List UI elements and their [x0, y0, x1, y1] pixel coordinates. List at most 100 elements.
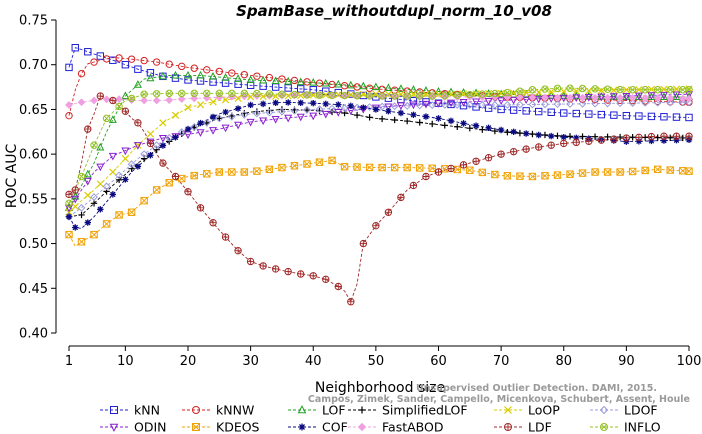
data-point [309, 112, 318, 121]
data-point [635, 112, 643, 120]
data-point [653, 94, 662, 103]
data-point [102, 220, 111, 228]
data-point [77, 98, 86, 107]
data-point [65, 101, 73, 109]
data-point [641, 86, 649, 94]
data-point [297, 85, 305, 93]
data-point [371, 82, 380, 91]
data-point [347, 298, 355, 306]
data-point [403, 163, 411, 172]
data-point [296, 77, 305, 86]
data-point [83, 169, 92, 178]
data-point [303, 160, 311, 168]
data-point [503, 88, 512, 97]
data-point [472, 103, 480, 111]
data-point [559, 94, 568, 103]
data-point [541, 131, 549, 139]
data-point [385, 108, 392, 115]
data-point [360, 104, 367, 111]
series-line-odin [68, 93, 690, 209]
data-point [522, 96, 531, 105]
series-line-ldf [68, 95, 689, 303]
data-point [228, 69, 236, 77]
data-point [359, 81, 368, 90]
data-point [202, 118, 211, 127]
data-point [152, 90, 161, 98]
data-point [441, 92, 449, 100]
data-point [133, 80, 142, 88]
data-point [159, 159, 167, 167]
data-point [422, 90, 430, 98]
data-point [434, 90, 443, 98]
legend-item-inflo: INFLO [590, 420, 661, 434]
data-point [497, 150, 505, 158]
data-point [396, 102, 405, 111]
data-point [572, 91, 581, 100]
data-point [685, 98, 693, 107]
data-point [510, 89, 518, 97]
data-point [165, 133, 174, 142]
data-point [685, 86, 693, 94]
data-point [353, 111, 361, 119]
data-point [584, 94, 593, 102]
data-point [566, 100, 574, 108]
data-point [366, 114, 373, 121]
data-point [315, 105, 324, 114]
data-point [529, 130, 536, 138]
data-point [97, 206, 104, 213]
data-point [228, 89, 236, 98]
data-point [397, 109, 405, 117]
data-point [171, 70, 180, 79]
data-point [197, 119, 204, 127]
data-point [622, 86, 630, 94]
data-point [673, 136, 680, 144]
data-point [516, 87, 524, 95]
data-point [603, 168, 612, 176]
data-point [215, 89, 224, 98]
data-point [384, 83, 393, 92]
data-point [315, 158, 324, 166]
data-point [265, 73, 274, 82]
data-point [222, 108, 229, 116]
data-point [491, 89, 499, 98]
series-markers-inflo [65, 84, 693, 208]
watermark-line-2: Campos, Zimek, Sander, Campello, Micenko… [308, 394, 690, 405]
legend-label: LOF [322, 403, 346, 418]
data-point [554, 132, 561, 140]
data-point [140, 155, 148, 162]
data-point [209, 219, 217, 227]
data-point [497, 89, 505, 97]
data-point [84, 48, 92, 56]
data-point [184, 188, 192, 196]
legend-item-fastabod: FastABOD [348, 420, 444, 434]
data-point [334, 282, 342, 291]
data-point [628, 86, 637, 94]
data-point [84, 125, 92, 133]
data-point [591, 168, 599, 176]
data-point [340, 162, 349, 171]
data-point [209, 98, 217, 106]
data-point [585, 137, 593, 145]
data-point [102, 114, 111, 123]
x-tick-label: 10 [117, 354, 134, 369]
data-point [429, 120, 436, 128]
data-point [635, 85, 643, 94]
data-point [422, 172, 430, 181]
data-point [115, 211, 123, 219]
y-tick-label: 0.75 [19, 14, 48, 29]
data-point [253, 108, 261, 115]
data-point [108, 152, 117, 161]
data-point [115, 102, 123, 111]
legend-label: LoOP [528, 403, 560, 418]
data-point [560, 109, 568, 117]
series-markers-ldof [65, 98, 693, 221]
x-tick-label: 60 [430, 354, 447, 369]
data-point [284, 267, 292, 276]
data-point [510, 128, 517, 135]
data-point [121, 147, 130, 156]
legend-label: FastABOD [382, 420, 444, 434]
data-point [321, 78, 330, 87]
data-point [647, 85, 656, 94]
data-point [196, 101, 205, 109]
y-tick-label: 0.65 [19, 103, 48, 118]
